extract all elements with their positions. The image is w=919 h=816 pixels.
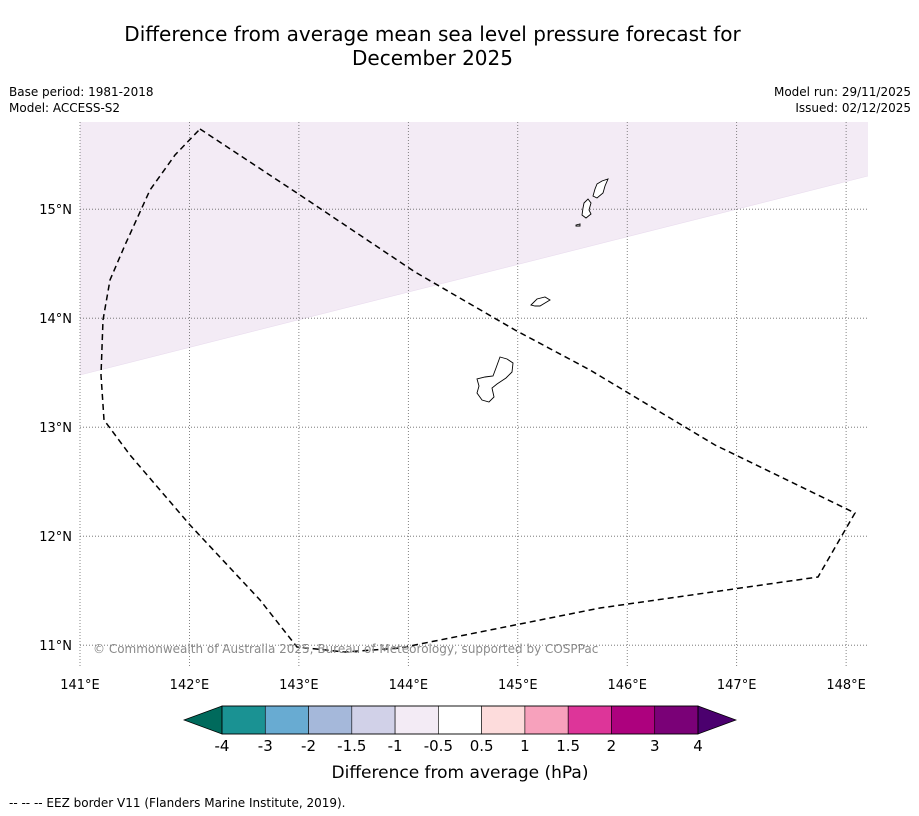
- lon-tick-label: 143°E: [279, 678, 319, 693]
- colorbar-cell: [221, 705, 266, 735]
- eez-border: [100, 128, 857, 653]
- tinian-island: [581, 198, 592, 219]
- colorbar-cell: [567, 705, 612, 735]
- map-area: [79, 122, 869, 667]
- lon-tick-label: 145°E: [498, 678, 538, 693]
- lat-tick-label: 12°N: [39, 530, 72, 545]
- pressure-anomaly-region: [80, 122, 868, 375]
- meta-right: Model run: 29/11/2025 Issued: 02/12/2025: [774, 84, 911, 116]
- colorbar-cell: [264, 705, 309, 735]
- chart-title: Difference from average mean sea level p…: [80, 22, 785, 70]
- colorbar-cell: [611, 705, 656, 735]
- colorbar-tick-label: -4: [215, 737, 230, 755]
- gridlines: [79, 122, 868, 667]
- colorbar-ticks: -4 -3 -2 -1.5 -1 -0.5 0.5 1 1.5 2 3 4: [215, 737, 703, 755]
- colorbar-cell: [394, 705, 439, 735]
- lat-tick-label: 13°N: [39, 421, 72, 436]
- title-line-1: Difference from average mean sea level p…: [124, 22, 741, 46]
- lon-tick-label: 144°E: [389, 678, 429, 693]
- colorbar-cell: [481, 705, 526, 735]
- colorbar-cell: [654, 705, 699, 735]
- meta-left: Base period: 1981-2018 Model: ACCESS-S2: [9, 84, 154, 116]
- colorbar-tick-label: 3: [650, 737, 660, 755]
- colorbar-tick-label: 2: [607, 737, 617, 755]
- lon-tick-label: 147°E: [717, 678, 757, 693]
- colorbar-cells: [221, 705, 699, 735]
- lon-tick-label: 146°E: [607, 678, 647, 693]
- lon-tick-label: 148°E: [826, 678, 866, 693]
- eez-footnote: -- -- -- EEZ border V11 (Flanders Marine…: [9, 796, 346, 810]
- aguijan-islet: [575, 223, 581, 227]
- colorbar-label: Difference from average (hPa): [332, 763, 589, 783]
- colorbar-cell: [351, 705, 396, 735]
- saipan-island: [592, 178, 609, 199]
- colorbar-outline: [221, 705, 699, 735]
- latitude-ticks: 15°N 14°N 13°N 12°N 11°N: [39, 203, 72, 654]
- colorbar-tick-label: 4: [693, 737, 703, 755]
- colorbar-tick-label: -1.5: [337, 737, 366, 755]
- colorbar-tick-label: -1: [388, 737, 403, 755]
- rota-island: [530, 296, 551, 307]
- lat-tick-label: 15°N: [39, 203, 72, 218]
- lat-tick-label: 14°N: [39, 312, 72, 327]
- colorbar-tick-label: -0.5: [424, 737, 453, 755]
- colorbar-cell: [308, 705, 353, 735]
- colorbar-tick-label: 1.5: [556, 737, 580, 755]
- guam-island: [476, 356, 514, 403]
- colorbar-over-arrow: [697, 705, 738, 735]
- copyright-text: © Commonwealth of Australia 2025, Bureau…: [93, 642, 598, 656]
- colorbar-tick-label: -2: [301, 737, 316, 755]
- colorbar-under-arrow: [182, 705, 223, 735]
- colorbar: -4 -3 -2 -1.5 -1 -0.5 0.5 1 1.5 2 3 4 Difference fr…: [182, 705, 738, 783]
- base-period: Base period: 1981-2018: [9, 85, 154, 99]
- model-run: Model run: 29/11/2025: [773, 85, 911, 99]
- longitude-ticks: 141°E 142°E 143°E 144°E 145°E 146°E 147°E 148°E: [60, 678, 866, 693]
- colorbar-cell: [438, 705, 482, 735]
- colorbar-cell: [524, 705, 569, 735]
- colorbar-tick-label: 1: [520, 737, 530, 755]
- lat-tick-label: 11°N: [39, 639, 72, 654]
- islands: [476, 178, 609, 403]
- colorbar-tick-label: 0.5: [470, 737, 494, 755]
- lon-tick-label: 142°E: [170, 678, 210, 693]
- title-line-2: December 2025: [352, 46, 513, 70]
- model-name: Model: ACCESS-S2: [9, 101, 121, 115]
- issued-date: Issued: 02/12/2025: [795, 101, 911, 115]
- colorbar-tick-label: -3: [258, 737, 273, 755]
- lon-tick-label: 141°E: [60, 678, 100, 693]
